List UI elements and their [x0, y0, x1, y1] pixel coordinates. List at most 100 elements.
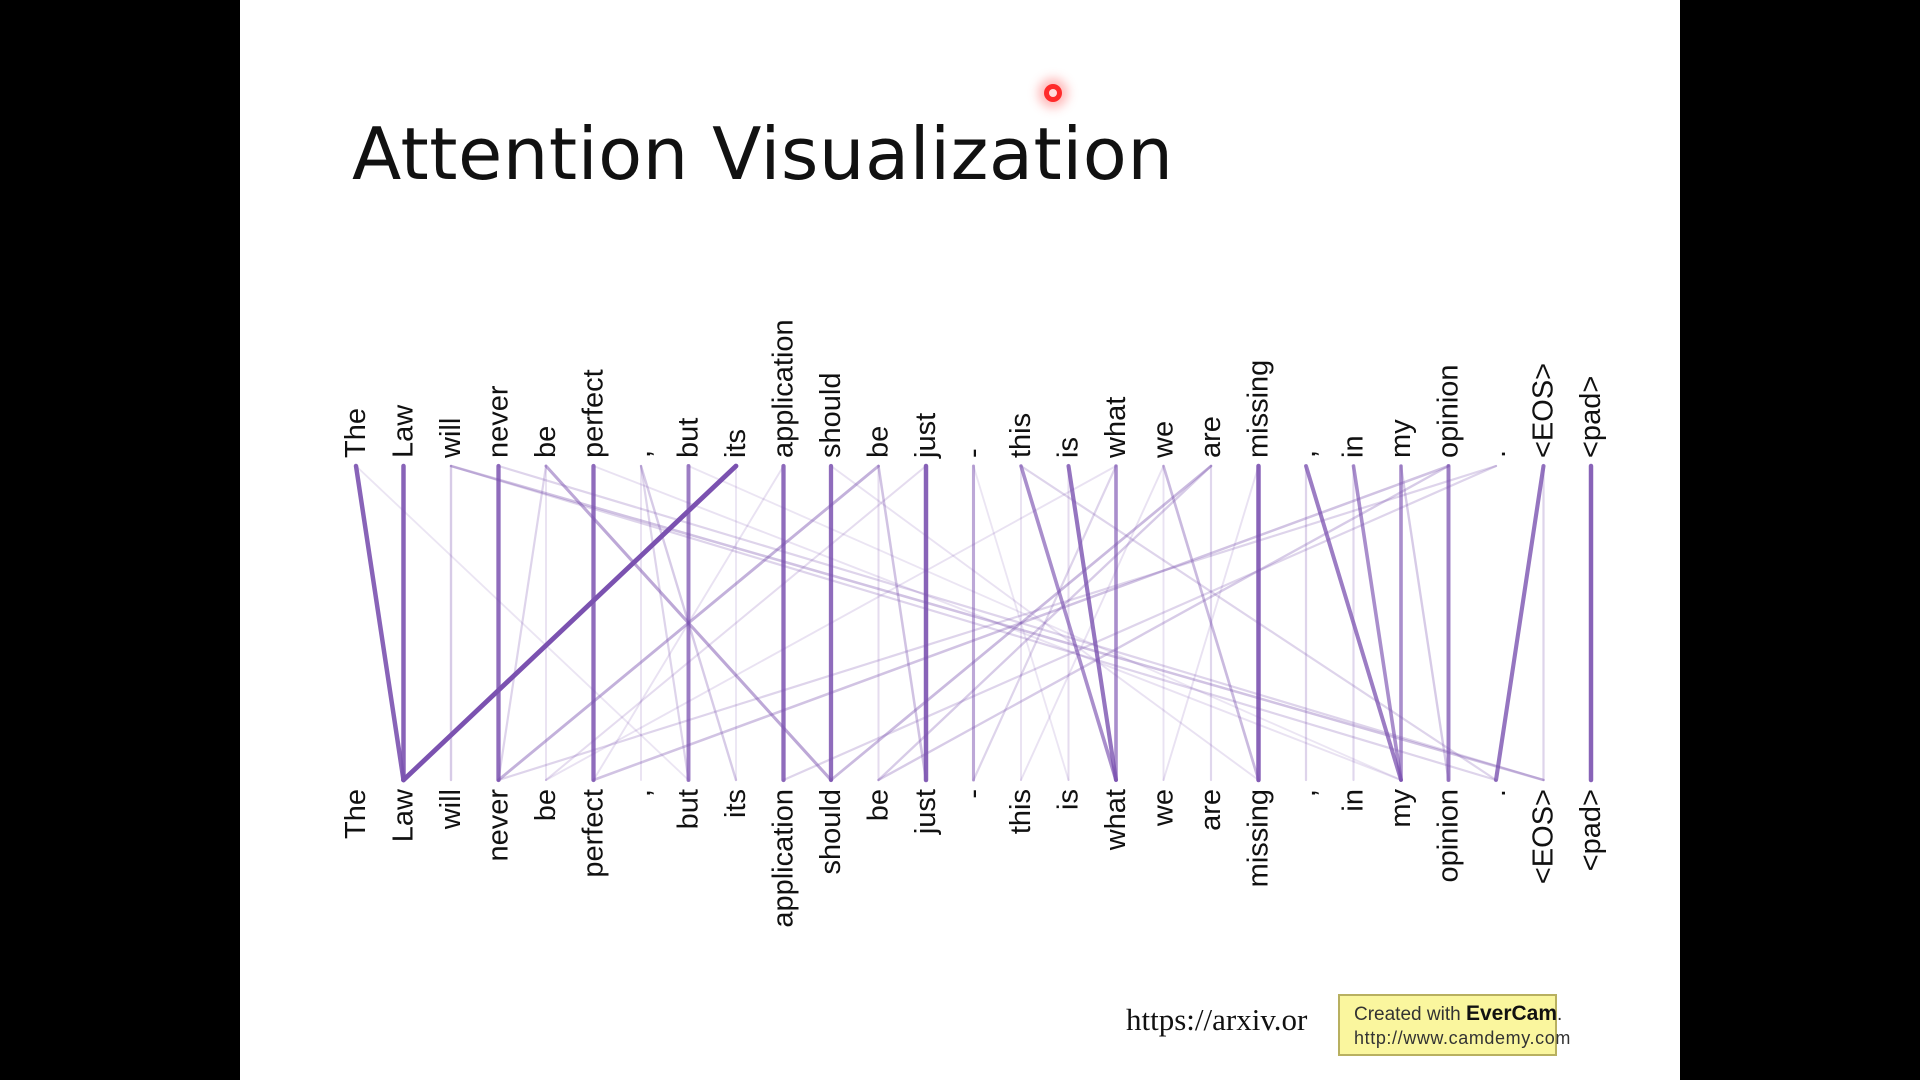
top-token-3: never: [483, 385, 515, 458]
attention-line: [1351, 464, 1403, 782]
bottom-token-23: opinion: [1433, 789, 1465, 883]
bottom-token-11: be: [863, 789, 895, 821]
top-token-labels: The Law will never be perfect, but its applicati…: [340, 319, 1607, 459]
attention-line: [592, 465, 1402, 781]
top-token-14: this: [1005, 413, 1037, 458]
top-token-24: .: [1480, 450, 1512, 458]
attention-line: [639, 464, 738, 782]
top-token-17: we: [1148, 421, 1180, 459]
top-token-8: its: [720, 429, 752, 458]
watermark-suffix: .: [1557, 1004, 1563, 1025]
evercam-watermark: Created with EverCam. http://www.camdemy…: [1338, 994, 1571, 1056]
top-token-23: opinion: [1433, 364, 1465, 458]
top-token-12: just: [910, 413, 942, 459]
attention-line: [592, 464, 1450, 782]
top-token-2: will: [435, 418, 467, 459]
top-token-25: <EOS>: [1528, 363, 1560, 458]
attention-line: [355, 465, 690, 781]
attention-line: [830, 465, 1260, 781]
attention-line: [544, 464, 928, 782]
attention-line: [544, 464, 833, 782]
attention-line: [1019, 464, 1498, 782]
attention-links: [353, 463, 1594, 783]
top-token-5: perfect: [578, 369, 610, 458]
attention-line: [829, 464, 1213, 782]
watermark-brand: EverCam: [1465, 1002, 1558, 1025]
attention-line: [1162, 465, 1260, 781]
bottom-token-3: never: [483, 789, 515, 862]
bottom-token-0: The: [340, 789, 372, 839]
attention-line: [401, 463, 739, 783]
bottom-token-22: my: [1385, 789, 1417, 828]
top-token-1: Law: [388, 404, 420, 458]
attention-line: [497, 464, 1498, 782]
attention-line: [639, 464, 690, 782]
attention-line: [497, 464, 1545, 782]
bottom-token-18: are: [1195, 789, 1227, 831]
bottom-token-8: its: [720, 789, 752, 818]
bottom-token-4: be: [530, 789, 562, 821]
attention-line: [1066, 463, 1119, 783]
attention-line: [1020, 465, 1165, 781]
top-token-6: ,: [625, 450, 657, 458]
presentation-slide: Attention Visualization The Law will never b…: [240, 0, 1680, 1080]
watermark-line1: Created with EverCam.: [1354, 1002, 1562, 1026]
bottom-token-labels: The Law will never be perfect, but its applicati…: [340, 788, 1607, 928]
attention-line: [545, 465, 1117, 781]
top-token-7: but: [673, 418, 705, 458]
attention-line: [972, 464, 1118, 782]
bottom-token-15: is: [1053, 789, 1085, 810]
attention-line: [449, 464, 1545, 782]
bottom-token-2: will: [435, 789, 467, 830]
top-token-22: my: [1385, 419, 1417, 458]
bottom-token-13: -: [958, 789, 990, 799]
attention-line: [877, 464, 1450, 782]
top-token-11: be: [863, 426, 895, 458]
top-token-15: is: [1053, 437, 1085, 458]
attention-line: [449, 464, 1498, 782]
bottom-token-12: just: [910, 789, 942, 835]
bottom-token-19: missing: [1243, 789, 1275, 887]
source-url[interactable]: https://arxiv.or: [1126, 1002, 1308, 1037]
top-token-16: what: [1100, 397, 1132, 459]
bottom-token-26: <pad>: [1575, 789, 1607, 871]
watermark-url: http://www.camdemy.com: [1354, 1028, 1571, 1048]
top-token-13: -: [958, 448, 990, 458]
attention-line: [592, 465, 785, 781]
bottom-token-16: what: [1100, 789, 1132, 851]
laser-pointer-icon: [1044, 84, 1062, 102]
top-token-4: be: [530, 426, 562, 458]
bottom-token-17: we: [1148, 789, 1180, 827]
attention-line: [497, 464, 548, 782]
attention-line: [687, 465, 1402, 781]
top-token-10: should: [815, 373, 847, 458]
attention-line: [1019, 464, 1118, 782]
bottom-token-7: but: [673, 789, 705, 829]
top-token-20: ,: [1290, 450, 1322, 458]
top-token-9: application: [768, 319, 800, 458]
top-token-21: in: [1338, 435, 1370, 458]
bottom-token-1: Law: [388, 788, 420, 842]
bottom-token-10: should: [815, 789, 847, 874]
attention-line: [877, 464, 1213, 782]
attention-line: [1493, 463, 1546, 783]
watermark-prefix: Created with: [1354, 1004, 1461, 1025]
attention-line: [877, 464, 928, 782]
bottom-token-20: ,: [1290, 789, 1322, 797]
bottom-token-25: <EOS>: [1528, 789, 1560, 884]
bottom-token-21: in: [1338, 789, 1370, 812]
bottom-token-9: application: [768, 789, 800, 928]
top-token-19: missing: [1243, 360, 1275, 458]
attention-line: [353, 463, 406, 783]
bottom-token-14: this: [1005, 789, 1037, 834]
top-token-18: are: [1195, 416, 1227, 458]
bottom-token-6: ,: [625, 789, 657, 797]
attention-line: [972, 465, 1070, 781]
attention-line: [782, 464, 1498, 782]
top-token-0: The: [340, 408, 372, 458]
attention-visualization: The Law will never be perfect, but its applicati…: [340, 319, 1607, 928]
top-token-26: <pad>: [1575, 376, 1607, 458]
bottom-token-24: .: [1480, 789, 1512, 797]
attention-line: [1304, 464, 1403, 782]
attention-line: [1399, 464, 1450, 782]
